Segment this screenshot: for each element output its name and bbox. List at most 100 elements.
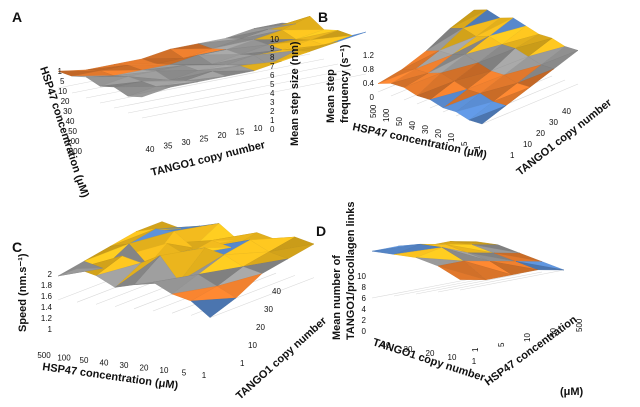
panel-b-x-tick: 1 xyxy=(510,151,515,160)
panel-d-z-tick: 8 xyxy=(362,283,367,292)
panel-d-x-label: TANGO1 copy number xyxy=(371,336,487,384)
panel-d-y-tick: 10 xyxy=(523,333,532,342)
panel-a-y-tick: 10 xyxy=(58,87,67,96)
panel-c-y-tick: 40 xyxy=(100,359,109,368)
surface-facet xyxy=(114,255,161,288)
panel-c-z-tick: 1 xyxy=(48,325,53,334)
panel-b-surface xyxy=(377,9,579,125)
surface-facet xyxy=(437,265,487,280)
panel-b-y-tick: 10 xyxy=(447,133,456,142)
panel-c-x-label: TANGO1 copy number xyxy=(234,314,330,402)
panel-d-z-label-2: TANGO1/procollagen links xyxy=(345,201,357,340)
panel-a-x-tick: 25 xyxy=(200,135,209,144)
panel-a-y-tick: 40 xyxy=(66,117,75,126)
panel-a-z-tick: 5 xyxy=(270,80,275,89)
panel-b-y-tick: 30 xyxy=(421,125,430,134)
panel-d-ticks: 0 2 4 6 8 10 40 30 20 10 1 1 5 10 50 500 xyxy=(357,272,584,366)
panel-a-x-tick: 35 xyxy=(164,142,173,151)
panel-c-z-tick: 1.2 xyxy=(41,314,53,323)
panel-a-z-tick: 3 xyxy=(270,98,275,107)
panel-d-y-tick: 500 xyxy=(575,318,584,332)
surface-facet xyxy=(463,260,513,281)
panel-c-z-tick: 2 xyxy=(48,270,53,279)
panel-a-y-tick: 1 xyxy=(58,67,63,76)
panel-c-x-tick: 10 xyxy=(248,341,257,350)
panel-a-x-tick: 20 xyxy=(218,131,227,140)
panel-a-z-tick: 1 xyxy=(270,116,275,125)
panel-c-y-tick: 1 xyxy=(202,371,207,380)
surface-facet xyxy=(390,73,429,88)
panel-b-x-tick: 40 xyxy=(562,107,571,116)
panel-c-z-tick: 1.8 xyxy=(41,281,53,290)
panel-a-y-tick: 50 xyxy=(68,127,77,136)
panel-d-y-tick: 1 xyxy=(471,347,480,352)
panel-d-x-tick: 30 xyxy=(404,345,413,354)
panel-a-x-tick: 40 xyxy=(146,145,155,154)
panel-a-surface xyxy=(57,15,367,119)
floor-gridline xyxy=(113,63,339,109)
panel-c-y-tick: 100 xyxy=(57,354,71,363)
panel-c-x-tick: 20 xyxy=(256,323,265,332)
panel-c-z-label: Speed (nm.s⁻¹) xyxy=(17,253,29,332)
surface-facet xyxy=(489,261,539,276)
panel-d: D 0 2 4 6 8 10 40 30 20 10 1 1 5 10 50 500 Mean number … xyxy=(316,201,584,398)
panel-d-x-tick: 20 xyxy=(426,349,435,358)
panel-b-x-tick: 20 xyxy=(536,129,545,138)
panel-a-z-tick: 9 xyxy=(270,44,275,53)
panel-d-y-label-1: HSP47 concentration xyxy=(483,314,580,389)
panel-b-letter: B xyxy=(318,9,328,25)
panel-b-x-tick: 10 xyxy=(523,140,532,149)
panel-c-y-tick: 50 xyxy=(80,356,89,365)
panel-a-z-tick: 0 xyxy=(270,125,275,134)
panel-d-x-tick: 1 xyxy=(472,357,477,366)
panel-b-y-tick: 40 xyxy=(408,121,417,130)
surface-facet xyxy=(468,105,507,125)
surface-facet xyxy=(455,101,494,121)
panel-a-z-tick: 4 xyxy=(270,89,275,98)
panel-a-z-tick: 2 xyxy=(270,107,275,116)
surface-facet xyxy=(403,72,442,96)
panel-c-x-tick: 1 xyxy=(240,359,245,368)
surface-facet xyxy=(127,87,171,98)
panel-b-z-label-1: Mean step xyxy=(325,69,337,123)
panel-c-y-label: HSP47 concentration (μM) xyxy=(42,361,180,392)
panel-b-z-tick: 1.2 xyxy=(363,51,375,60)
panel-c-y-tick: 500 xyxy=(37,351,51,360)
floor-gridline xyxy=(415,273,521,295)
surface-facet xyxy=(57,268,104,277)
panel-a-z-label: Mean step size (nm) xyxy=(289,41,301,146)
panel-c-z-tick: 1.4 xyxy=(41,303,53,312)
floor-gridline xyxy=(481,83,579,125)
panel-d-z-tick: 0 xyxy=(362,327,367,336)
panel-a-z-tick: 8 xyxy=(270,53,275,62)
panel-c-surface xyxy=(57,221,315,318)
panel-c-z-tick: 1.6 xyxy=(41,292,53,301)
panel-c-y-tick: 20 xyxy=(140,364,149,373)
floor-gridline xyxy=(437,271,543,293)
panel-d-z-tick: 2 xyxy=(362,316,367,325)
panel-d-letter: D xyxy=(316,223,326,239)
panel-c-x-tick: 30 xyxy=(264,305,273,314)
panel-b-y-tick: 5 xyxy=(460,141,469,146)
surface-facet xyxy=(416,81,455,100)
panel-c-y-tick: 10 xyxy=(160,366,169,375)
panel-b-y-tick: 500 xyxy=(369,104,378,118)
surface-facet xyxy=(190,297,237,318)
panel-d-z-label-1: Mean number of xyxy=(331,255,343,340)
panel-b-z-tick: 0 xyxy=(370,93,375,102)
panel-d-y-label-2: (μM) xyxy=(560,386,584,398)
floor-gridline xyxy=(141,73,367,119)
panel-a-y-tick: 20 xyxy=(61,97,70,106)
panel-c-y-tick: 30 xyxy=(120,361,129,370)
floor-gridline xyxy=(371,277,477,299)
surface-facet xyxy=(515,261,565,271)
floor-gridline xyxy=(209,277,315,318)
panel-b-y-tick: 20 xyxy=(434,129,443,138)
